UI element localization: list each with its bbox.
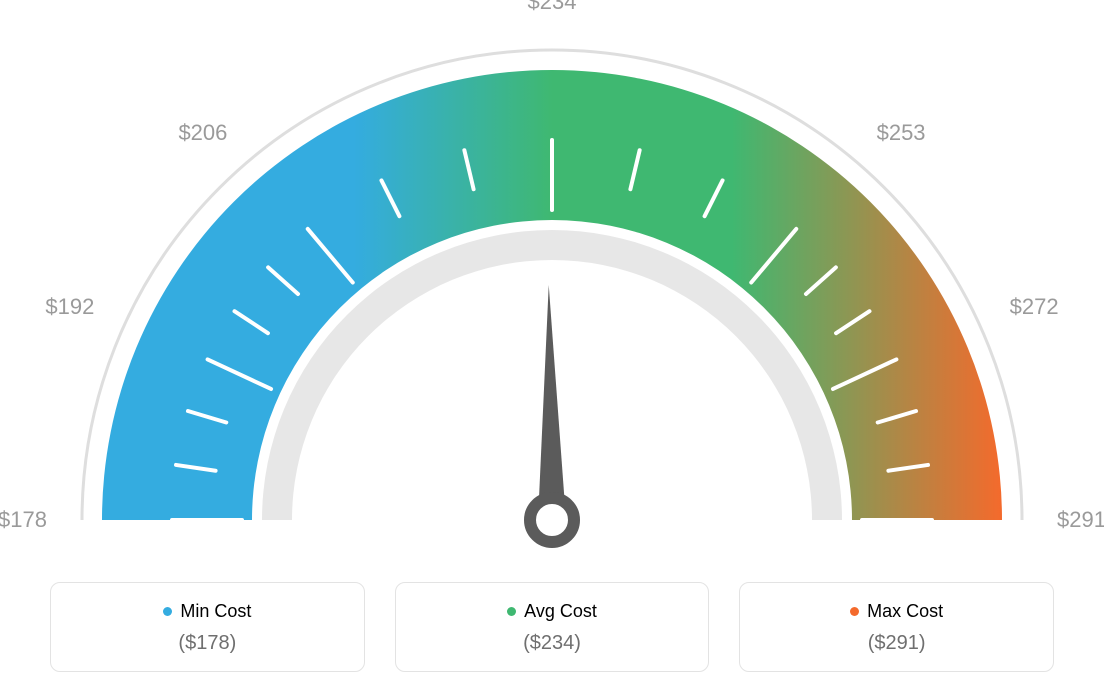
legend-row: Min Cost ($178) Avg Cost ($234) Max Cost… [50, 582, 1054, 672]
dot-icon [507, 607, 516, 616]
gauge-tick-label: $178 [0, 507, 47, 533]
gauge-tick-label: $234 [528, 0, 577, 15]
legend-title-max: Max Cost [850, 601, 943, 622]
gauge-tick-label: $253 [877, 120, 926, 146]
legend-card-avg: Avg Cost ($234) [395, 582, 710, 672]
legend-max-value: ($291) [750, 632, 1043, 655]
dot-icon [850, 607, 859, 616]
legend-avg-value: ($234) [406, 632, 699, 655]
legend-title-avg: Avg Cost [507, 601, 597, 622]
cost-gauge: $178 $192 $206 $234 $253 $272 $291 [0, 0, 1104, 560]
legend-max-label: Max Cost [867, 601, 943, 622]
dot-icon [163, 607, 172, 616]
legend-card-max: Max Cost ($291) [739, 582, 1054, 672]
legend-avg-label: Avg Cost [524, 601, 597, 622]
gauge-tick-label: $291 [1057, 507, 1104, 533]
gauge-tick-label: $192 [45, 294, 94, 320]
legend-min-value: ($178) [61, 632, 354, 655]
gauge-svg [0, 0, 1104, 560]
gauge-tick-label: $206 [178, 120, 227, 146]
gauge-tick-label: $272 [1010, 294, 1059, 320]
legend-card-min: Min Cost ($178) [50, 582, 365, 672]
legend-title-min: Min Cost [163, 601, 251, 622]
legend-min-label: Min Cost [180, 601, 251, 622]
